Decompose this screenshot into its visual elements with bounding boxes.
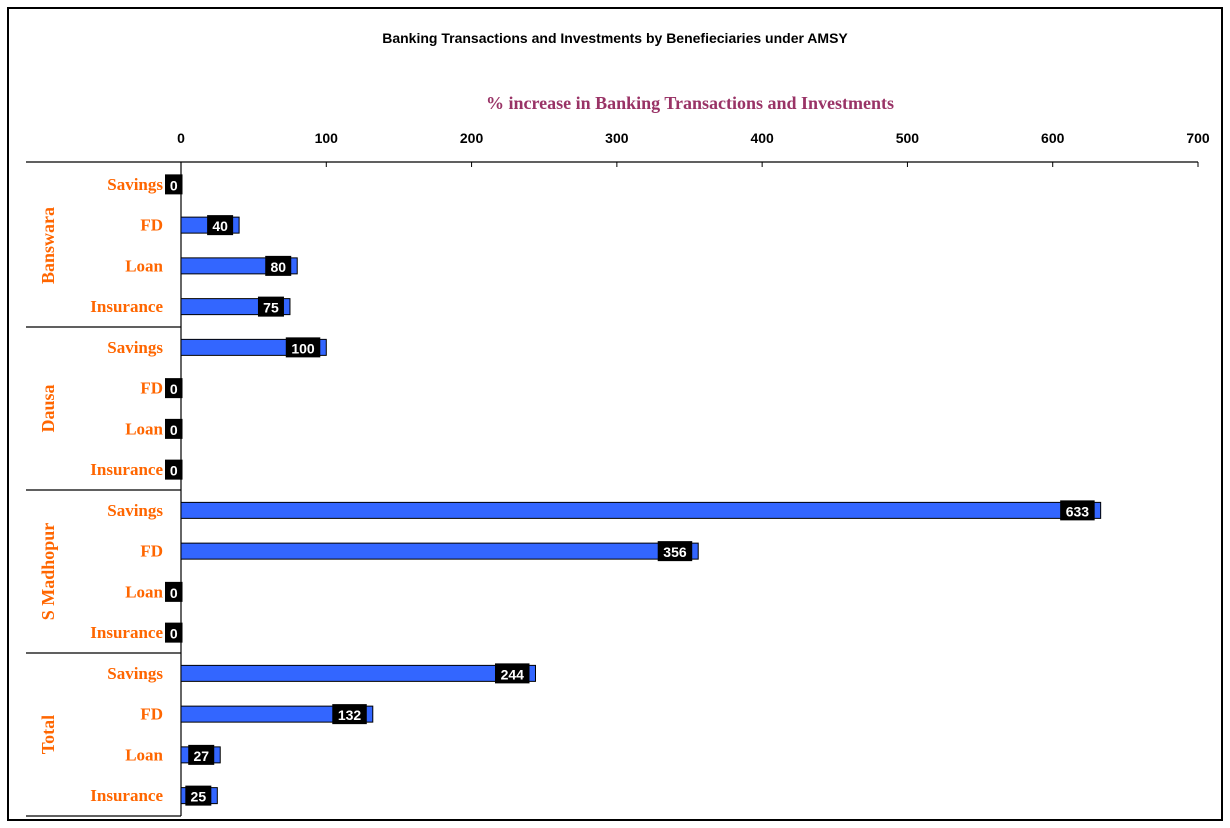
category-label: Loan	[125, 419, 163, 438]
data-label: 80	[270, 259, 286, 275]
category-label: Savings	[107, 664, 163, 683]
data-label-bg	[257, 296, 284, 317]
category-label: FD	[140, 379, 163, 398]
data-label-bg	[165, 581, 183, 602]
data-label-bg	[165, 378, 183, 399]
category-label: Insurance	[90, 297, 163, 316]
x-tick-label: 0	[177, 130, 185, 146]
data-label: 25	[191, 789, 207, 805]
category-label: Loan	[125, 256, 163, 275]
data-label-bg	[1060, 500, 1095, 521]
bar	[180, 664, 536, 682]
data-label: 356	[663, 544, 687, 560]
data-label: 633	[1066, 503, 1090, 519]
data-label-bg	[265, 255, 292, 276]
category-groups: Banswara Savings FD Loan Insurance Dausa Savin…	[38, 175, 164, 805]
x-tick-label: 100	[315, 130, 339, 146]
group-label: S Madhopur	[38, 523, 58, 621]
x-axis-ticks: 0 100 200 300 400 500 600 700	[177, 130, 1210, 167]
data-label-bg	[207, 215, 234, 236]
x-axis-title: % increase in Banking Transactions and I…	[486, 93, 894, 113]
category-label: FD	[140, 216, 163, 235]
category-label: Insurance	[90, 460, 163, 479]
data-label-bg	[165, 174, 183, 195]
data-label-bg	[165, 418, 183, 439]
data-label: 100	[291, 340, 315, 356]
data-label: 75	[263, 300, 279, 316]
category-label: Savings	[107, 338, 163, 357]
bar	[180, 542, 699, 560]
data-label: 132	[338, 707, 362, 723]
data-label: 0	[170, 463, 178, 479]
data-label-bg	[494, 663, 530, 684]
data-label: 0	[170, 422, 178, 438]
data-label: 40	[212, 218, 228, 234]
data-label: 0	[170, 177, 178, 193]
data-label: 27	[193, 748, 209, 764]
x-tick-label: 700	[1186, 130, 1210, 146]
chart-border	[7, 7, 1223, 821]
x-tick-label: 200	[460, 130, 484, 146]
data-label: 0	[170, 626, 178, 642]
category-label: Savings	[107, 175, 163, 194]
data-label: 0	[170, 585, 178, 601]
category-label: FD	[140, 705, 163, 724]
data-label-bg	[165, 622, 183, 643]
category-label: Savings	[107, 501, 163, 520]
bar	[180, 501, 1102, 519]
group-label: Dausa	[38, 384, 58, 432]
data-label-bg	[185, 785, 212, 806]
bars: 0 40 80 75 100 0 0 0 633 356 0 0 244 132 27 25	[165, 174, 1102, 806]
group-label: Total	[38, 715, 58, 754]
bar	[180, 705, 374, 723]
x-tick-label: 400	[750, 130, 774, 146]
group-label: Banswara	[38, 207, 58, 284]
data-label-bg	[285, 337, 321, 358]
category-label: Loan	[125, 745, 163, 764]
data-label-bg	[332, 704, 367, 725]
category-label: Loan	[125, 582, 163, 601]
x-tick-label: 300	[605, 130, 629, 146]
data-label-bg	[657, 541, 693, 562]
category-label: FD	[140, 542, 163, 561]
data-label-bg	[165, 459, 183, 480]
chart-title: Banking Transactions and Investments by …	[382, 30, 848, 46]
x-tick-label: 500	[896, 130, 920, 146]
data-label: 244	[501, 666, 525, 682]
data-label-bg	[188, 744, 215, 765]
x-tick-label: 600	[1041, 130, 1065, 146]
category-label: Insurance	[90, 623, 163, 642]
category-label: Insurance	[90, 786, 163, 805]
data-label: 0	[170, 381, 178, 397]
